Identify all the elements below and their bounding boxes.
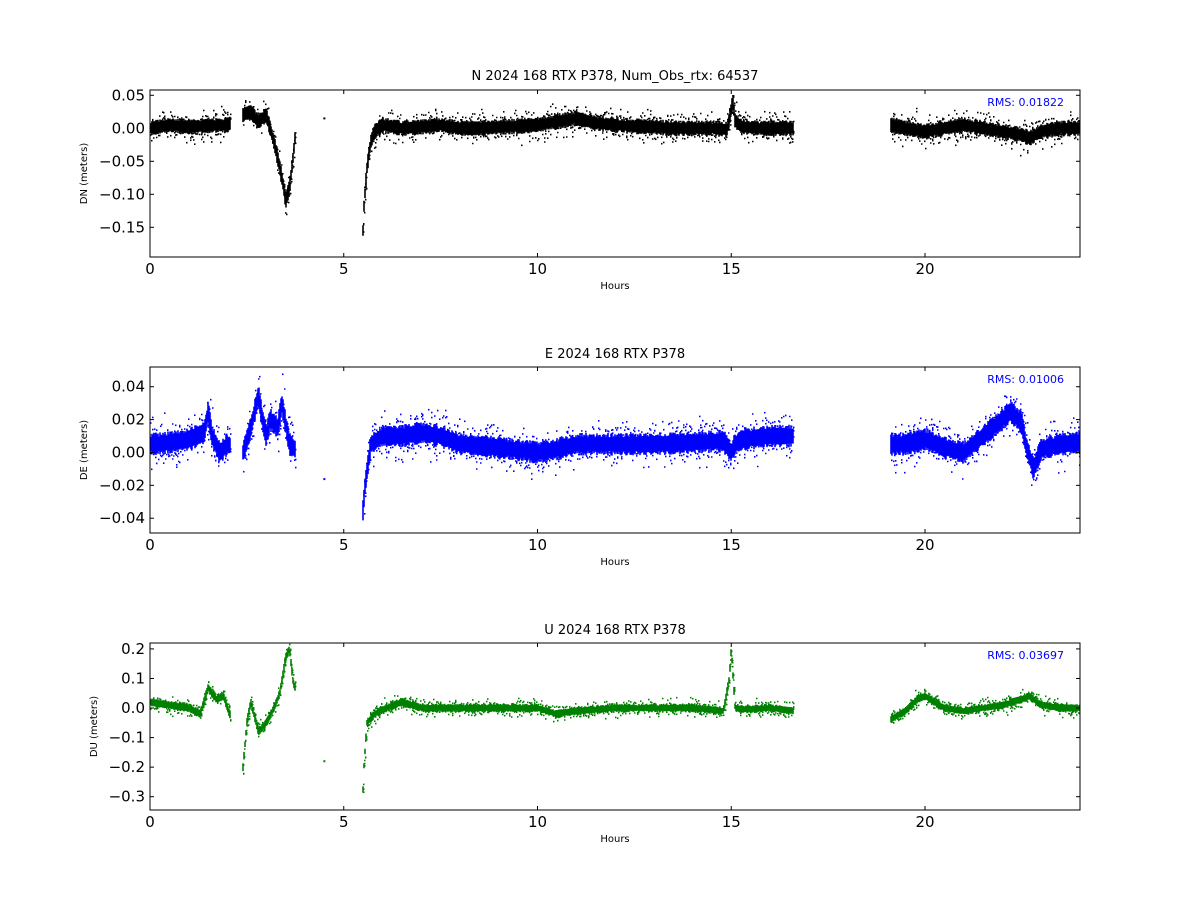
data-point <box>323 760 326 763</box>
data-points <box>150 373 1080 521</box>
y-tick-label: −0.04 <box>99 509 145 527</box>
y-tick-label: −0.10 <box>99 185 145 203</box>
x-tick-label: 10 <box>528 536 547 554</box>
panel-title: U 2024 168 RTX P378 <box>544 623 686 638</box>
y-tick-label: −0.15 <box>99 218 145 236</box>
x-tick-label: 5 <box>339 536 349 554</box>
x-tick-label: 10 <box>528 813 547 831</box>
x-tick-label: 10 <box>528 260 547 278</box>
y-tick-label: 0.02 <box>112 411 145 429</box>
panel-east: 0 5 10 15 20 0.04 0.02 0.00 −0.02 −0.04 E 2024 168… <box>79 347 1081 568</box>
panel-up: 0 5 10 15 20 0.2 0.1 0.0 −0.1 −0.2 −0.3 U 2024 168 … <box>89 623 1081 845</box>
y-tick-label: −0.05 <box>99 152 145 170</box>
x-tick-label: 5 <box>339 260 349 278</box>
data-points <box>150 643 1080 794</box>
data-series <box>150 373 1080 521</box>
panel-north: 0 5 10 15 20 0.05 0.00 −0.05 −0.10 −0.15 N 2024 16… <box>79 69 1081 292</box>
y-tick-label: 0.1 <box>121 669 145 687</box>
x-tick-label: 20 <box>915 260 934 278</box>
x-axis-label: Hours <box>600 281 629 292</box>
x-tick-label: 15 <box>722 260 741 278</box>
y-tick-label: −0.02 <box>99 476 145 494</box>
y-tick-label: −0.1 <box>109 729 145 747</box>
panel-title: E 2024 168 RTX P378 <box>545 347 685 362</box>
y-tick-label: −0.2 <box>109 758 145 776</box>
x-tick-label: 5 <box>339 813 349 831</box>
y-tick-label: 0.00 <box>112 443 145 461</box>
y-tick-label: 0.2 <box>121 640 145 658</box>
y-tick-label: −0.3 <box>109 788 145 806</box>
x-tick-label: 20 <box>915 536 934 554</box>
plot-frame <box>149 642 1081 811</box>
data-points <box>150 95 1080 236</box>
y-tick-label: 0.04 <box>112 378 145 396</box>
y-tick-label: 0.0 <box>121 699 145 717</box>
rms-annotation: RMS: 0.03697 <box>987 649 1064 662</box>
data-point <box>323 117 326 120</box>
y-axis-label: DU (meters) <box>89 696 100 757</box>
y-tick-label: 0.05 <box>112 86 145 104</box>
rms-annotation: RMS: 0.01822 <box>987 96 1064 109</box>
panel-title: N 2024 168 RTX P378, Num_Obs_rtx: 64537 <box>472 69 759 84</box>
x-tick-label: 0 <box>145 260 155 278</box>
x-tick-label: 15 <box>722 536 741 554</box>
x-tick-label: 0 <box>145 813 155 831</box>
x-tick-label: 15 <box>722 813 741 831</box>
data-series <box>150 643 1080 794</box>
rms-annotation: RMS: 0.01006 <box>987 373 1064 386</box>
x-axis-label: Hours <box>600 557 629 568</box>
data-point <box>323 478 326 481</box>
plot-frame <box>149 89 1081 258</box>
x-tick-label: 0 <box>145 536 155 554</box>
x-axis-label: Hours <box>600 834 629 845</box>
x-tick-label: 20 <box>915 813 934 831</box>
y-axis-label: DN (meters) <box>79 143 90 205</box>
y-axis-label: DE (meters) <box>79 420 90 480</box>
data-series <box>150 95 1080 236</box>
plot-frame <box>149 366 1081 534</box>
y-tick-label: 0.00 <box>112 119 145 137</box>
